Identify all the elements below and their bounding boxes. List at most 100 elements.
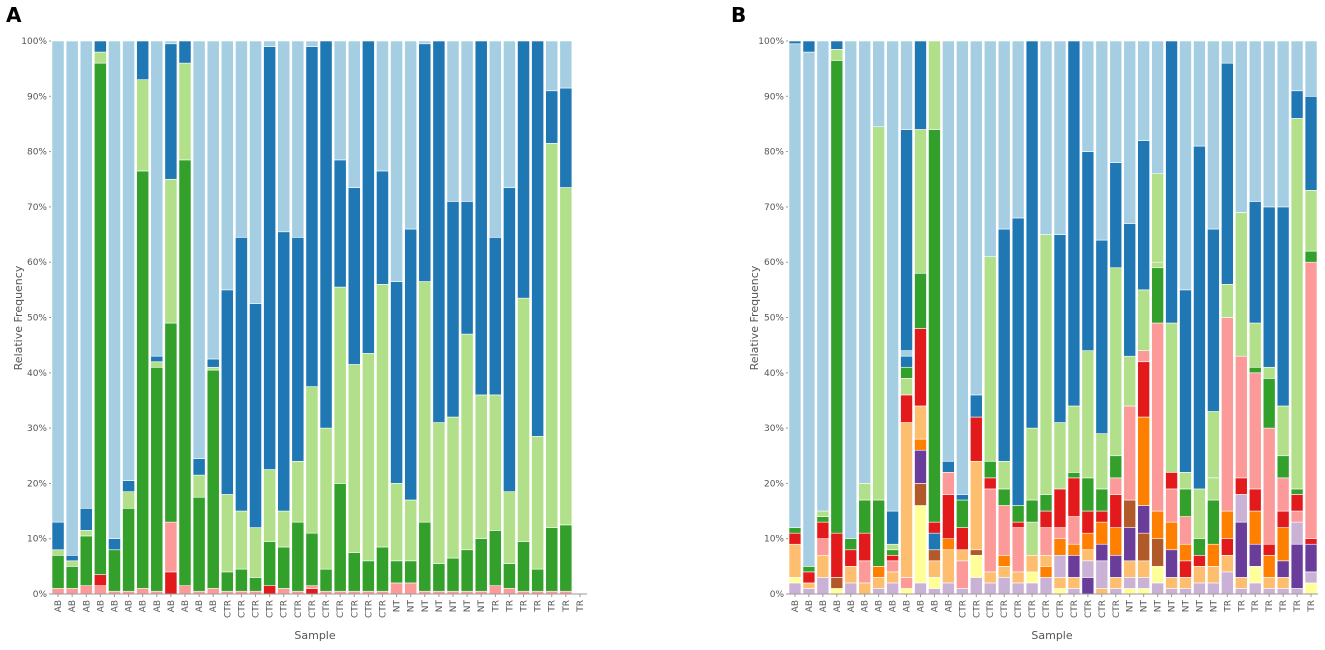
bar-segment xyxy=(1123,223,1136,357)
bar-segment xyxy=(1207,566,1220,584)
bar-segment xyxy=(872,126,885,501)
bar-segment xyxy=(844,538,858,551)
bar-segment xyxy=(1290,588,1304,595)
bar-segment xyxy=(362,353,375,562)
bar-segment xyxy=(1109,577,1123,589)
bar-segment xyxy=(319,427,333,570)
bar-segment xyxy=(914,438,927,451)
bar-segment xyxy=(1151,261,1164,269)
bar-segment xyxy=(192,474,206,498)
y-tick-label: 20% xyxy=(27,479,47,489)
x-tick-label: AB xyxy=(110,600,120,612)
bar-segment xyxy=(830,588,844,595)
bar-segment xyxy=(900,588,913,595)
bar-segment xyxy=(333,483,347,592)
bar-segment xyxy=(942,494,955,539)
bar-segment xyxy=(997,40,1011,230)
bar-segment xyxy=(164,521,178,573)
bar-segment xyxy=(816,577,830,595)
panel-b-label: B xyxy=(731,3,746,27)
bar-segment xyxy=(956,499,969,528)
bar-segment xyxy=(1053,234,1067,423)
bar-segment xyxy=(390,40,403,282)
bar-segment xyxy=(277,231,291,512)
bar-segment xyxy=(94,574,107,587)
bar-segment xyxy=(305,46,319,387)
bar-segment xyxy=(1137,560,1150,578)
bar-segment xyxy=(1304,538,1318,545)
x-tick-label: CTR xyxy=(1070,600,1080,618)
bar-segment xyxy=(900,355,913,368)
bar-segment xyxy=(1235,494,1248,523)
bar-segment xyxy=(1290,521,1304,545)
bar-segment xyxy=(65,554,79,562)
bar-segment xyxy=(1179,588,1192,595)
bar-segment xyxy=(928,549,941,562)
bar-segment xyxy=(1151,510,1164,539)
bar-segment xyxy=(858,483,871,501)
x-tick-label: TR xyxy=(548,600,558,613)
bar-segment xyxy=(1053,488,1067,528)
bar-segment xyxy=(1179,472,1192,490)
y-tick-label: 50% xyxy=(27,314,47,324)
bar-segment xyxy=(1179,488,1192,517)
x-tick-label: CTR xyxy=(336,600,346,618)
y-tick-label: 90% xyxy=(764,92,784,102)
bar-segment xyxy=(1067,588,1081,595)
bar-segment xyxy=(150,366,164,592)
bar-segment xyxy=(94,51,107,64)
bar-segment xyxy=(235,510,248,570)
x-tick-label: NT xyxy=(1126,600,1136,613)
bar-segment xyxy=(291,521,305,592)
y-tick-label: 30% xyxy=(764,424,784,434)
x-tick-label: TR xyxy=(1307,600,1317,613)
bar-segment xyxy=(460,40,474,202)
y-tick-label: 100% xyxy=(21,37,47,47)
bar-segment xyxy=(997,566,1011,578)
x-tick-label: CTR xyxy=(1000,600,1010,618)
bar-segment xyxy=(291,40,305,238)
bar-segment xyxy=(970,416,983,462)
bar-segment xyxy=(531,568,544,592)
bar-segment xyxy=(418,40,432,45)
bar-segment xyxy=(858,582,871,595)
bar-segment xyxy=(1109,588,1123,595)
bar-segment xyxy=(277,588,291,595)
bar-segment xyxy=(192,40,206,459)
bar-segment xyxy=(1165,472,1178,490)
x-tick-label: CTR xyxy=(322,600,332,618)
bar-segment xyxy=(1179,560,1192,578)
x-tick-label: AB xyxy=(791,600,801,612)
bar-segment xyxy=(914,405,927,440)
bar-segment xyxy=(928,532,941,551)
bar-segment xyxy=(1095,488,1109,512)
bar-segment xyxy=(816,538,830,556)
y-tick-label: 40% xyxy=(27,369,47,379)
bar-segment xyxy=(997,488,1011,506)
x-tick-label: NT xyxy=(449,600,459,613)
bar-segment xyxy=(1165,521,1178,551)
bar-segment xyxy=(1221,284,1234,318)
bar-segment xyxy=(94,585,107,595)
x-tick-label: NT xyxy=(393,600,403,613)
bar-segment xyxy=(1290,90,1304,119)
bar-segment xyxy=(1123,577,1136,589)
bar-segment xyxy=(830,60,844,534)
x-tick-label: TR xyxy=(534,600,544,613)
bar-segment xyxy=(914,483,927,506)
bar-segment xyxy=(305,588,319,595)
bar-segment xyxy=(333,40,347,161)
y-tick-label: 0% xyxy=(770,590,785,600)
bar-segment xyxy=(1276,455,1290,479)
bar-segment xyxy=(404,582,418,595)
bar-segment xyxy=(446,416,460,559)
bar-segment xyxy=(305,532,319,587)
panel-a-label: A xyxy=(6,3,22,27)
x-tick-label: AB xyxy=(96,600,106,612)
bar-segment xyxy=(886,549,899,556)
bar-segment xyxy=(1221,510,1234,539)
bar-segment xyxy=(1025,521,1039,556)
bar-segment xyxy=(1304,543,1318,573)
x-tick-label: AB xyxy=(889,600,899,612)
bar-segment xyxy=(164,571,178,595)
